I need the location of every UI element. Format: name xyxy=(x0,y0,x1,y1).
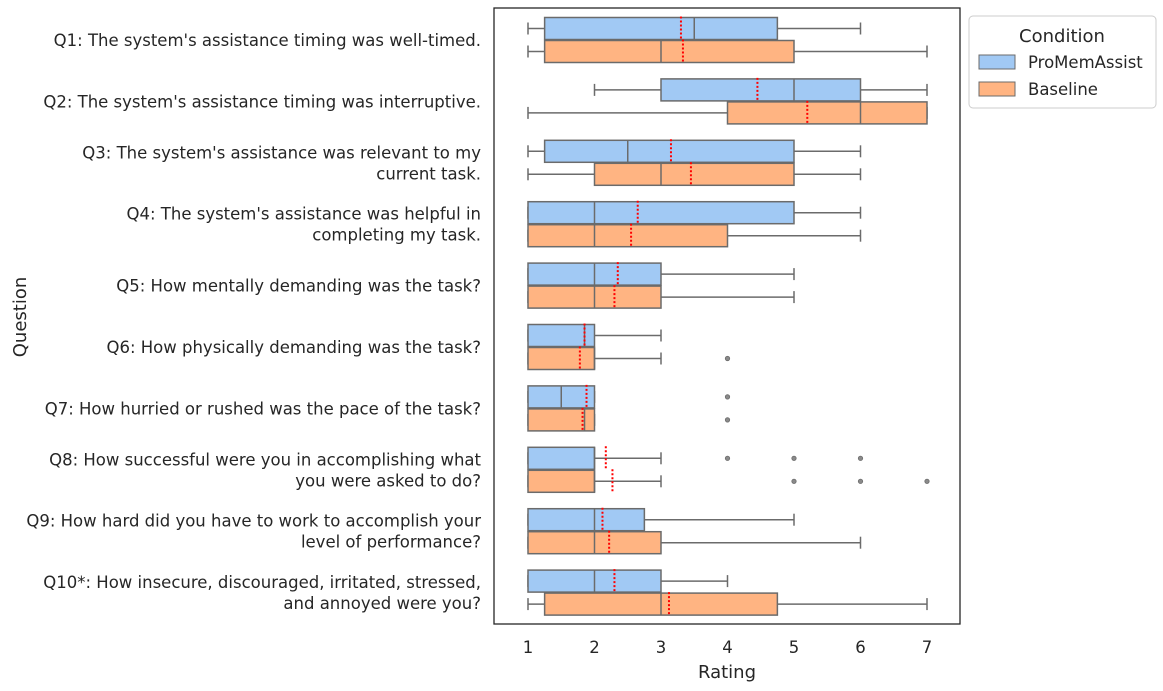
x-tick-label-4: 4 xyxy=(722,638,733,657)
q4-promemassist-box xyxy=(527,200,795,225)
q8-promemassist-outlier-3 xyxy=(857,455,864,461)
q2-label-line-1: Q2: The system's assistance timing was i… xyxy=(43,92,481,111)
q8-promemassist-outlier-1 xyxy=(724,455,731,461)
q4-label-line-1: Q4: The system's assistance was helpful … xyxy=(127,205,482,224)
q6-baseline-box xyxy=(527,346,596,371)
x-axis-label: Rating xyxy=(698,662,756,683)
q10-label-line-1: Q10*: How insecure, discouraged, irritat… xyxy=(43,573,481,592)
q8-baseline-outlier-3 xyxy=(924,478,930,484)
q8-baseline-box xyxy=(527,469,596,494)
x-tick-label-1: 1 xyxy=(523,638,534,657)
q9-promemassist-box xyxy=(527,507,646,532)
q2-baseline-box xyxy=(726,101,928,125)
q9-label-line-2: level of performance? xyxy=(301,533,481,552)
q3-label-line-2: current task. xyxy=(376,164,481,183)
x-axis-ticks: 1 2 3 4 5 6 7 xyxy=(523,638,933,657)
plot-frame xyxy=(493,7,961,625)
q8-label-line-1: Q8: How successful were you in accomplis… xyxy=(49,450,481,469)
legend-label-promemassist: ProMemAssist xyxy=(1028,53,1143,72)
q4-label-line-2: completing my task. xyxy=(312,226,481,245)
q8-promemassist-box xyxy=(527,446,596,471)
legend-swatch-promemassist xyxy=(978,54,1016,70)
x-tick-label-7: 7 xyxy=(922,638,933,657)
q6-label-line-1: Q6: How physically demanding was the tas… xyxy=(106,338,481,357)
q10-label-line-2: and annoyed were you? xyxy=(283,594,481,613)
q8-label-line-2: you were asked to do? xyxy=(295,471,481,490)
q5-label-line-1: Q5: How mentally demanding was the task? xyxy=(116,277,481,296)
legend-frame xyxy=(968,15,1157,109)
q3-label-line-1: Q3: The system's assistance was relevant… xyxy=(82,143,481,162)
y-axis-label: Question xyxy=(10,277,31,358)
q8-baseline-outlier-1 xyxy=(791,478,797,484)
x-tick-label-2: 2 xyxy=(589,638,600,657)
q6-baseline-outlier-1 xyxy=(724,355,731,362)
plot-layer xyxy=(527,16,930,617)
q3-promemassist-box xyxy=(543,139,795,164)
q2-promemassist-box xyxy=(660,78,862,102)
legend: Condition ProMemAssist Baseline xyxy=(968,15,1157,109)
q6-promemassist-box xyxy=(527,323,596,348)
q7-baseline-outlier-1 xyxy=(724,417,731,423)
q3-baseline-box xyxy=(593,162,795,187)
q9-label-line-1: Q9: How hard did you have to work to acc… xyxy=(26,512,481,531)
legend-title: Condition xyxy=(1019,26,1105,47)
legend-label-baseline: Baseline xyxy=(1028,80,1098,99)
legend-swatch-baseline xyxy=(978,81,1016,97)
q8-baseline-outlier-2 xyxy=(857,478,864,484)
x-tick-label-6: 6 xyxy=(855,638,866,657)
x-tick-label-3: 3 xyxy=(656,638,667,657)
x-tick-label-5: 5 xyxy=(789,638,800,657)
q1-label-line-1: Q1: The system's assistance timing was w… xyxy=(54,31,481,50)
question-labels: Q1: The system's assistance timing was w… xyxy=(26,31,481,613)
q7-label-line-1: Q7: How hurried or rushed was the pace o… xyxy=(45,399,481,418)
q1-baseline-box xyxy=(543,39,795,64)
q7-baseline-box xyxy=(527,408,596,432)
q7-promemassist-outlier-1 xyxy=(724,394,731,400)
q4-baseline-box xyxy=(527,223,729,248)
q1-promemassist-box xyxy=(543,16,779,41)
q8-promemassist-outlier-2 xyxy=(791,455,797,461)
